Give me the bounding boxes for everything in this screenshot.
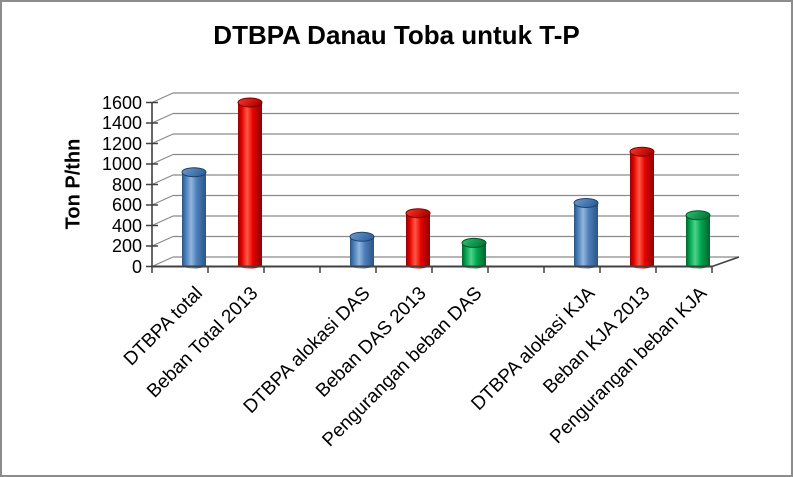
y-tick-label-1600: 1600	[101, 92, 142, 113]
gridline-depth-connector	[151, 194, 174, 206]
y-tick-label-800: 800	[111, 174, 142, 195]
bar-beban-das-2013	[405, 208, 431, 269]
bar-dtbpa-alokasi-kja	[573, 197, 599, 269]
bar-pengurangan-beban-kja	[685, 210, 711, 269]
bar-beban-kja-2013	[629, 146, 655, 269]
bar-dtbpa-alokasi-das	[349, 231, 375, 269]
gridline-depth-connector	[151, 153, 174, 165]
gridline-depth-connector	[151, 256, 174, 268]
gridline-depth-connector	[151, 92, 174, 104]
gridline-depth-connector	[151, 215, 174, 227]
floor-right-edge	[711, 256, 740, 268]
bar-pengurangan-beban-das	[461, 237, 487, 269]
y-tick-label-0: 0	[131, 256, 142, 277]
y-tick-label-1000: 1000	[101, 154, 142, 174]
chart-title: DTBPA Danau Toba untuk T-P	[213, 20, 580, 50]
gridline-depth-connector	[151, 174, 174, 186]
gridline-depth-connector	[151, 112, 174, 124]
y-tick-label-200: 200	[111, 236, 142, 256]
y-tick-label-400: 400	[111, 215, 142, 236]
gridline-depth-connector	[151, 235, 174, 247]
y-tick-label-1200: 1200	[101, 133, 142, 154]
bar-dtbpa-total	[181, 167, 207, 269]
gridline-depth-connector	[151, 133, 174, 145]
y-tick-label-600: 600	[111, 195, 142, 215]
y-tick-label-1400: 1400	[101, 113, 142, 133]
bar-beban-total-2013	[237, 97, 263, 269]
